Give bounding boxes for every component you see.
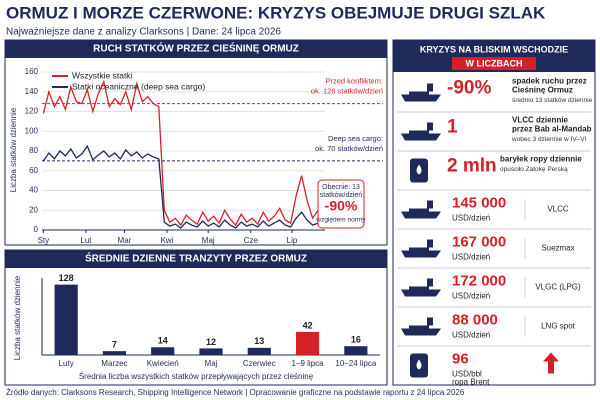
reference-label: Przed konfliktem: [325,77,383,86]
stat-value: 88 000 [452,311,498,328]
footer: Źródło danych: Clarksons Research, Shipp… [6,388,465,397]
drop-icon [416,359,422,370]
drop-icon [416,164,422,175]
ship-icon [401,83,441,102]
x-tick-label: Kwi [161,236,174,245]
y-axis-label: Liczba statków dziennie [13,275,22,360]
callout-big: -90% [325,198,358,214]
x-tick-label: Czerwiec [243,359,276,368]
x-tick-label: Mar [118,236,132,245]
bar [54,284,78,355]
series-line [42,144,324,229]
stats-badge [452,57,536,70]
stat-value: 167 000 [452,233,506,250]
bar [247,347,271,355]
y-tick-label: 160 [25,67,39,76]
stat-note: opuściło Zatokę Perską [500,166,568,173]
bar [199,348,223,355]
stat-text: baryłek ropy dziennie [500,155,582,164]
stats-subtitle: W LICZBACH [466,58,523,68]
title: ORMUZ I MORZE CZERWONE: KRYZYS OBEJMUJE … [6,3,546,22]
x-tick-label: Marzec [101,359,127,368]
bar-value: 128 [59,273,74,283]
reference-label: Deep sea cargo: [328,134,383,143]
stat-label: Suezmax [541,244,574,253]
x-tick-label: Lip [287,236,298,245]
stat-text: spadek ruchu przez [512,77,587,86]
stat-label: ropa Brent [452,378,490,387]
stat-text: VLCC dziennie [512,116,569,125]
stat-value: 1 [447,117,458,138]
stat-text: Cieśninę Ormuz [512,86,573,95]
stat-note: wobec 3 dziennie w IV–VI [511,136,587,143]
y-tick-label: 120 [25,107,39,116]
callout-text: statków/dzień [320,192,363,199]
y-tick-label: 40 [29,186,38,195]
stat-unit: USD/dzień [452,253,490,262]
bar-title: ŚREDNIE DZIENNE TRANZYTY PRZEZ ORMUZ [85,252,307,265]
x-tick-label: Sty [38,236,50,245]
up-arrow [543,352,559,374]
bar-value: 7 [112,340,117,350]
stat-value: 96 [452,350,469,367]
y-tick-label: 80 [29,146,38,155]
line-panel-header [5,40,387,58]
ship-icon [401,200,441,219]
bar [151,347,175,355]
ship-icon [401,122,441,141]
stat-value: 2 mln [447,156,497,177]
bar-panel-header [5,250,387,268]
stat-value: 145 000 [452,194,506,211]
reference-label: ok. 70 statków/dzień [315,144,383,153]
stat-unit: USD/dzień [452,292,490,301]
callout-box [317,179,365,229]
bar [295,331,320,355]
series-line [42,79,325,227]
stat-value: 172 000 [452,272,506,289]
x-tick-label: Cze [244,236,259,245]
reference-label: ok. 128 statków/dzień [311,87,383,96]
stat-label: VLCC [547,205,569,214]
stat-label: LNG spot [541,322,576,331]
bar-value: 14 [158,336,168,346]
y-tick-label: 60 [29,166,38,175]
stat-unit: USD/bbl [452,370,482,379]
legend-label: Statki oceaniczne (deep sea cargo) [72,81,205,91]
y-tick-label: 100 [25,126,39,135]
stat-unit: USD/dzień [452,331,490,340]
bar [344,346,368,355]
stat-value: -90% [447,78,491,99]
bar [102,351,127,355]
x-axis-label: Średnia liczba wszystkich statków przepł… [79,372,314,381]
ship-icon [401,278,441,297]
callout-text: Obecnie: 13 [322,184,360,191]
y-tick-label: 20 [29,205,38,214]
y-axis-label: Liczba statków dziennie [9,107,18,192]
legend-label: Wszystkie statki [72,70,133,80]
stats-title: KRYZYS NA BLISKIM WSCHODZIE [420,44,568,54]
bar-value: 16 [351,335,361,345]
x-tick-label: 10–24 lipca [335,359,376,368]
ship-icon [401,317,441,336]
callout-note: względem normy [315,217,366,224]
line-title: RUCH STATKÓW PRZEZ CIEŚNINĘ ORMUZ [93,42,299,55]
stat-note: średnio 13 statków dziennie [512,97,593,104]
x-tick-label: Kwiecień [147,359,179,368]
x-tick-label: Lut [80,236,92,245]
bar-value: 13 [254,336,264,346]
y-tick-label: 0 [34,225,39,234]
stat-unit: USD/dzień [452,214,490,223]
y-tick-label: 140 [25,87,39,96]
bar-value: 12 [206,337,216,347]
subtitle: Najważniejsze dane z analizy Clarksons |… [6,27,281,38]
x-tick-label: Maj [202,236,215,245]
ship-icon [401,239,441,258]
stat-text: przez Bab al-Mandab [512,125,592,134]
x-tick-label: Maj [205,359,218,368]
x-tick-label: 1–9 lipca [292,359,325,368]
x-tick-label: Luty [59,359,74,368]
stat-label: VLGC (LPG) [535,283,581,292]
bar-value: 42 [303,320,313,330]
